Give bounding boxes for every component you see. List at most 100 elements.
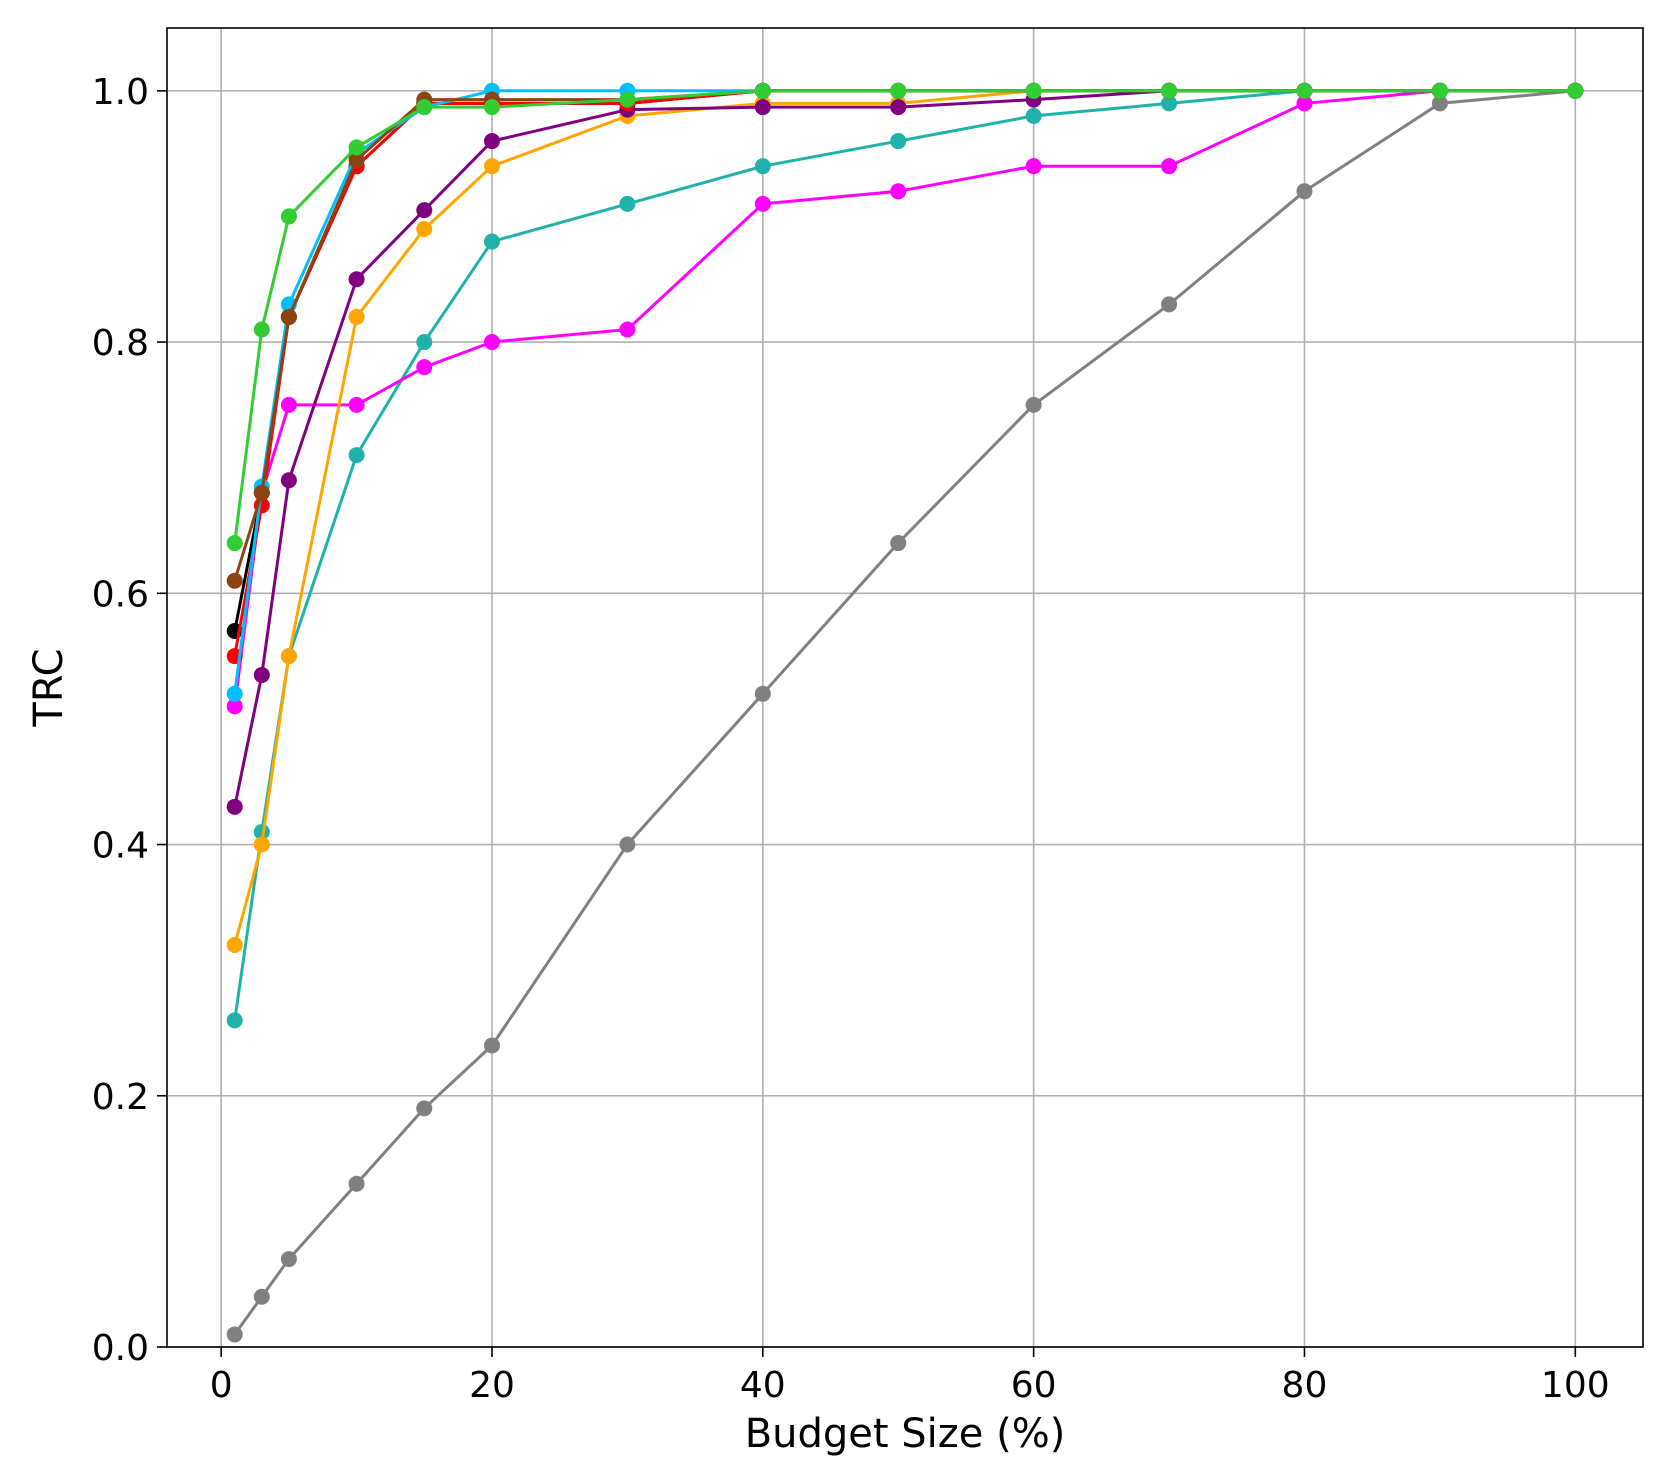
data-point <box>483 158 500 175</box>
data-point <box>483 334 500 351</box>
series-line <box>233 89 1576 707</box>
x-tick-label: 80 <box>1282 1365 1328 1406</box>
data-point <box>348 396 365 413</box>
data-point <box>890 183 907 200</box>
data-point <box>416 220 433 237</box>
data-point <box>619 91 636 108</box>
data-point <box>226 937 243 954</box>
y-tick-label: 0.4 <box>92 826 149 867</box>
x-tick-label: 0 <box>210 1365 233 1406</box>
series-line <box>233 89 1576 946</box>
data-point <box>253 321 270 338</box>
y-tick-label: 0.2 <box>92 1077 149 1118</box>
data-point <box>1431 82 1448 99</box>
y-axis-label: TRC <box>26 648 72 727</box>
data-point <box>226 798 243 815</box>
data-point <box>253 1288 270 1305</box>
data-point <box>1431 95 1448 112</box>
data-point <box>1296 95 1313 112</box>
data-point <box>1161 82 1178 99</box>
data-point <box>280 396 297 413</box>
series-line <box>233 89 1576 808</box>
data-point <box>226 698 243 715</box>
y-tick-label: 1.0 <box>92 72 149 113</box>
data-point <box>226 685 243 702</box>
data-point <box>890 133 907 150</box>
x-tick-label: 60 <box>1011 1365 1057 1406</box>
data-point <box>483 133 500 150</box>
data-point <box>483 1037 500 1054</box>
data-point <box>226 1012 243 1029</box>
series-8 <box>226 82 1584 702</box>
data-point <box>1161 95 1178 112</box>
series-line <box>233 89 1576 694</box>
data-point <box>226 535 243 552</box>
data-point <box>348 139 365 156</box>
series-3 <box>226 82 1584 715</box>
x-tick-label: 100 <box>1541 1365 1610 1406</box>
data-point <box>253 666 270 683</box>
plot-frame <box>166 27 1644 1348</box>
data-point <box>280 1251 297 1268</box>
data-point <box>1161 158 1178 175</box>
data-point <box>754 195 771 212</box>
data-point <box>483 99 500 116</box>
data-point <box>483 233 500 250</box>
x-axis-ticks: 0 20 40 60 80 100 <box>210 1347 1610 1406</box>
data-point <box>253 484 270 501</box>
data-point <box>348 308 365 325</box>
data-point <box>619 195 636 212</box>
x-tick-label: 20 <box>469 1365 515 1406</box>
data-point <box>280 208 297 225</box>
series-10 <box>226 82 1584 552</box>
y-tick-label: 0.8 <box>92 323 149 364</box>
series-line <box>233 89 1576 1336</box>
data-point <box>754 99 771 116</box>
y-tick-label: 0.6 <box>92 574 149 615</box>
data-point <box>416 1100 433 1117</box>
x-tick-label: 40 <box>740 1365 786 1406</box>
data-point <box>1025 396 1042 413</box>
data-point <box>348 151 365 168</box>
data-point <box>754 82 771 99</box>
data-point <box>619 321 636 338</box>
data-point <box>416 99 433 116</box>
y-axis-ticks: 0.0 0.2 0.4 0.6 0.8 1.0 <box>92 72 167 1369</box>
data-point <box>754 158 771 175</box>
data-point <box>1025 107 1042 124</box>
data-point <box>226 1326 243 1343</box>
data-point <box>280 308 297 325</box>
data-point <box>1567 82 1584 99</box>
y-tick-label: 0.0 <box>92 1328 149 1369</box>
series-layer <box>226 82 1584 1343</box>
data-point <box>253 823 270 840</box>
data-point <box>890 535 907 552</box>
data-point <box>1296 183 1313 200</box>
data-point <box>1296 82 1313 99</box>
series-line <box>233 89 1576 657</box>
data-point <box>1025 158 1042 175</box>
data-point <box>226 572 243 589</box>
data-point <box>1025 82 1042 99</box>
data-point <box>280 472 297 489</box>
data-point <box>754 685 771 702</box>
series-line <box>233 89 1576 582</box>
series-line <box>233 89 1576 632</box>
data-point <box>890 82 907 99</box>
data-point <box>416 334 433 351</box>
data-point <box>619 836 636 853</box>
data-point <box>1161 296 1178 313</box>
data-point <box>416 202 433 219</box>
data-point <box>348 1175 365 1192</box>
data-point <box>280 648 297 665</box>
series-6 <box>226 82 1584 639</box>
data-point <box>348 271 365 288</box>
data-point <box>890 99 907 116</box>
data-point <box>416 359 433 376</box>
series-1 <box>226 82 1584 1343</box>
series-7 <box>226 82 1584 665</box>
series-line <box>233 89 1576 1021</box>
x-axis-label: Budget Size (%) <box>745 1411 1066 1457</box>
series-line <box>233 89 1576 544</box>
